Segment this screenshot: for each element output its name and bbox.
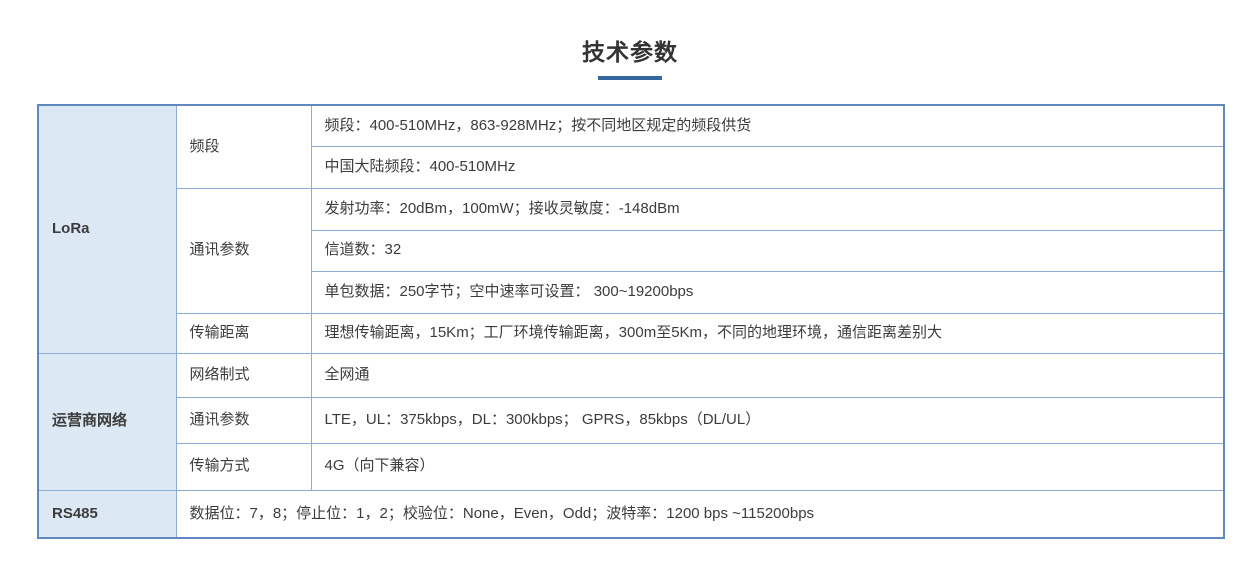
table-row: 通讯参数 LTE，UL：375kbps，DL：300kbps； GPRS，85k…	[38, 396, 1225, 444]
page-title: 技术参数	[582, 39, 678, 65]
param-value-cell: 中国大陆频段：400-510MHz	[310, 145, 1225, 189]
param-value-cell: 信道数：32	[310, 229, 1225, 272]
param-label-cell-distance: 传输距离	[175, 312, 312, 354]
title-underline	[598, 76, 662, 80]
param-value-cell: 全网通	[310, 352, 1225, 398]
param-value-cell: 单包数据：250字节；空中速率可设置： 300~19200bps	[310, 270, 1225, 314]
param-value-cell: 数据位：7，8；停止位：1，2；校验位：None，Even，Odd；波特率：12…	[175, 489, 1225, 539]
table-row: 运营商网络 网络制式 全网通	[37, 352, 1225, 491]
table-row: 传输方式 4G（向下兼容）	[38, 442, 1225, 491]
group-cell-rs485: RS485	[37, 489, 177, 539]
param-value-cell: 发射功率：20dBm，100mW；接收灵敏度：-148dBm	[310, 187, 1225, 231]
table-row: 传输距离 理想传输距离，15Km；工厂环境传输距离，300m至5Km，不同的地理…	[38, 312, 1225, 354]
param-label-cell-transfer-mode: 传输方式	[175, 442, 312, 491]
group-cell-carrier-network: 运营商网络	[37, 352, 177, 491]
param-value-cell: LTE，UL：375kbps，DL：300kbps； GPRS，85kbps（D…	[310, 396, 1225, 444]
table-row: 中国大陆频段：400-510MHz	[38, 145, 1225, 189]
param-value-cell: 频段：400-510MHz，863-928MHz；按不同地区规定的频段供货	[310, 104, 1225, 147]
param-label-cell-comm-params: 通讯参数	[175, 396, 312, 444]
param-value-cell: 4G（向下兼容）	[310, 442, 1225, 491]
table-row: LoRa 频段 频段：400-510MHz，863-928MHz；按不同地区规定…	[37, 104, 1225, 354]
param-value-cell: 理想传输距离，15Km；工厂环境传输距离，300m至5Km，不同的地理环境，通信…	[310, 312, 1225, 354]
page-header: 技术参数	[0, 0, 1260, 80]
page: 技术参数 LoRa 频段 频段：400-510MHz，863-928MHz；按不…	[0, 0, 1260, 539]
table-row: 信道数：32	[38, 229, 1225, 272]
spec-table: LoRa 频段 频段：400-510MHz，863-928MHz；按不同地区规定…	[37, 104, 1225, 539]
param-label-cell-comm-params: 通讯参数	[175, 187, 312, 314]
param-label-cell-pinduan: 频段	[175, 104, 312, 189]
group-cell-lora: LoRa	[37, 104, 177, 354]
param-label-cell-network-mode: 网络制式	[175, 352, 312, 398]
table-row: RS485 数据位：7，8；停止位：1，2；校验位：None，Even，Odd；…	[37, 489, 1225, 539]
table-row: 通讯参数 发射功率：20dBm，100mW；接收灵敏度：-148dBm	[38, 187, 1225, 314]
